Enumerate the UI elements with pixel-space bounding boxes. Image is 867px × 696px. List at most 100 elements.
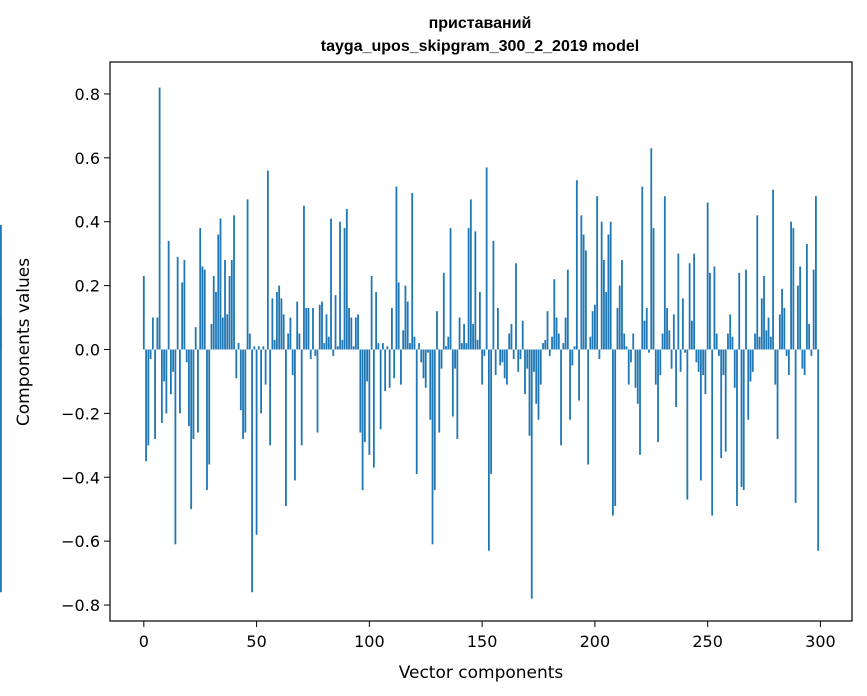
bar-284 bbox=[783, 307, 786, 350]
bar-18 bbox=[183, 260, 186, 350]
bar-0 bbox=[142, 276, 145, 350]
bar-233 bbox=[668, 330, 671, 350]
y-axis-label: Components values bbox=[14, 258, 34, 426]
bar-267 bbox=[745, 269, 747, 350]
bar-3 bbox=[149, 349, 152, 360]
bar-174 bbox=[535, 349, 538, 404]
bar-60 bbox=[278, 285, 281, 350]
bar-200 bbox=[593, 304, 596, 350]
bar-138 bbox=[454, 349, 456, 369]
bar-84 bbox=[332, 349, 335, 356]
bar-33 bbox=[217, 234, 220, 350]
y-tick-label: 0.2 bbox=[75, 277, 100, 296]
bar-199 bbox=[591, 311, 594, 350]
bar-268 bbox=[747, 349, 750, 420]
bar-196 bbox=[584, 250, 587, 350]
bar-177 bbox=[542, 343, 544, 350]
bar-206 bbox=[607, 234, 610, 350]
bar-176 bbox=[539, 349, 542, 385]
bar-118 bbox=[409, 343, 411, 350]
x-tick-label: 100 bbox=[354, 632, 385, 651]
bar-65 bbox=[289, 317, 292, 350]
bar-185 bbox=[560, 349, 562, 446]
bar-12 bbox=[169, 349, 172, 395]
bar-285 bbox=[785, 349, 788, 356]
bar-281 bbox=[776, 349, 779, 439]
bar-101 bbox=[370, 276, 373, 350]
bar-257 bbox=[722, 349, 725, 376]
bar-274 bbox=[760, 298, 763, 350]
bar-76 bbox=[314, 349, 317, 356]
bar-142 bbox=[463, 323, 465, 350]
bar-219 bbox=[636, 349, 639, 404]
x-tick-label: 150 bbox=[467, 632, 498, 651]
bar-294 bbox=[805, 244, 808, 350]
bar-230 bbox=[661, 333, 664, 350]
x-tick-label: 0 bbox=[139, 632, 149, 651]
bar-96 bbox=[359, 349, 362, 433]
bar-180 bbox=[548, 349, 551, 356]
bar-190 bbox=[571, 349, 574, 366]
bar-182 bbox=[553, 279, 556, 350]
bar-125 bbox=[424, 349, 427, 388]
bar-102 bbox=[372, 349, 375, 468]
bar-292 bbox=[801, 349, 804, 369]
bar-90 bbox=[345, 208, 348, 350]
bar-91 bbox=[348, 307, 350, 350]
y-tick-label: 0.8 bbox=[75, 85, 100, 104]
bar-47 bbox=[248, 333, 251, 350]
bar-244 bbox=[693, 253, 696, 350]
bar-276 bbox=[765, 330, 768, 350]
bar-68 bbox=[296, 301, 299, 350]
bar-77 bbox=[316, 349, 319, 433]
bar-79 bbox=[321, 301, 323, 350]
bar-184 bbox=[557, 333, 560, 350]
bar-172 bbox=[530, 349, 533, 599]
bar-299 bbox=[817, 349, 820, 551]
bar-289 bbox=[794, 349, 797, 503]
bar-255 bbox=[718, 349, 720, 356]
x-tick-label: 250 bbox=[692, 632, 723, 651]
bar-286 bbox=[787, 349, 790, 376]
bar-265 bbox=[740, 349, 743, 487]
bar-92 bbox=[350, 317, 353, 350]
bar-259 bbox=[727, 333, 729, 350]
bar-212 bbox=[621, 260, 623, 350]
bar-296 bbox=[810, 349, 813, 356]
bar-8 bbox=[160, 349, 163, 423]
bar-127 bbox=[429, 349, 432, 420]
bar-106 bbox=[381, 343, 384, 350]
bar-229 bbox=[659, 349, 662, 376]
bar-171 bbox=[528, 349, 531, 436]
bars-group bbox=[0, 87, 820, 599]
bar-243 bbox=[690, 320, 693, 350]
x-tick-label: 200 bbox=[580, 632, 611, 651]
bar-61 bbox=[280, 298, 283, 350]
bar-109 bbox=[388, 349, 391, 388]
bar-93 bbox=[352, 346, 355, 350]
bar-5 bbox=[154, 349, 156, 439]
bar-24 bbox=[197, 349, 199, 433]
bar-42 bbox=[237, 343, 240, 350]
bar-64 bbox=[287, 333, 290, 350]
bar-134 bbox=[445, 346, 447, 350]
x-axis-label: Vector components bbox=[399, 663, 564, 683]
bar-38 bbox=[228, 276, 231, 350]
bar-247 bbox=[699, 349, 702, 481]
y-tick-label: 0.0 bbox=[75, 340, 100, 359]
bar-111 bbox=[393, 349, 396, 379]
bar-215 bbox=[627, 349, 630, 385]
bar-19 bbox=[185, 349, 188, 363]
bar-145 bbox=[469, 199, 472, 350]
bar-120 bbox=[413, 336, 416, 350]
bar-62 bbox=[282, 314, 285, 350]
bar-188 bbox=[566, 269, 569, 350]
bar-14 bbox=[174, 349, 177, 545]
bar-26 bbox=[201, 266, 204, 350]
bar-251 bbox=[709, 272, 711, 350]
bar-261 bbox=[731, 336, 734, 350]
bar-137 bbox=[451, 349, 454, 417]
bar-59 bbox=[275, 291, 278, 350]
bar-173 bbox=[533, 349, 535, 372]
